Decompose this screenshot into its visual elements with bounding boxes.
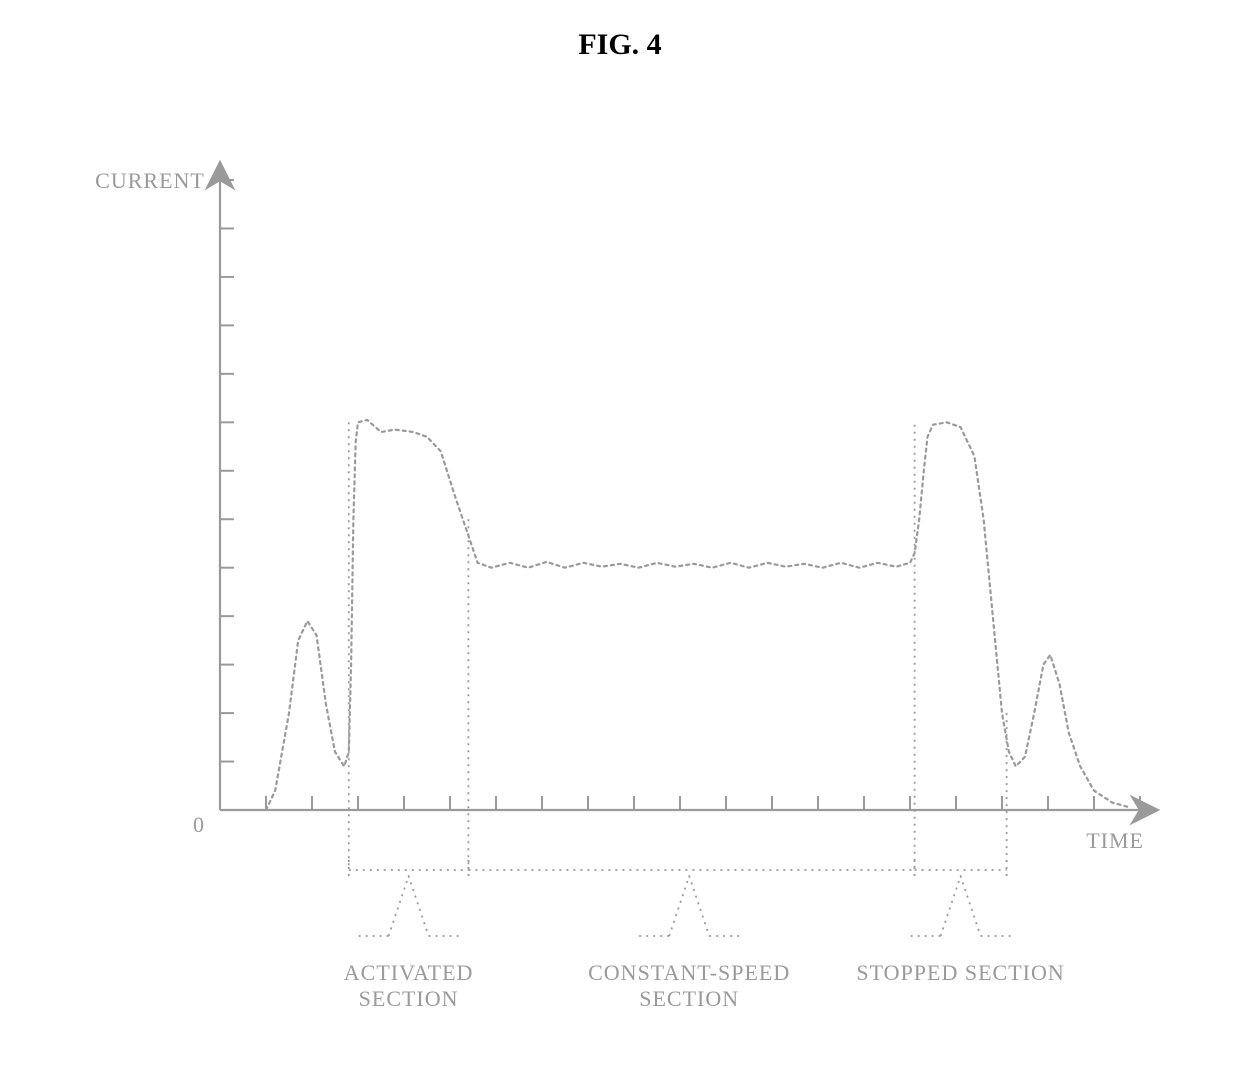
chart-container: 0CURRENTTIMEACTIVATEDSECTIONCONSTANT-SPE… [50, 100, 1190, 1060]
section-label: STOPPED SECTION [856, 960, 1064, 985]
section-leader-caret [669, 876, 709, 936]
section-leader-caret [389, 876, 429, 936]
origin-label: 0 [193, 812, 204, 837]
y-axis-label: CURRENT [95, 168, 205, 193]
section-label: ACTIVATED [344, 960, 474, 985]
x-axis-label: TIME [1086, 828, 1144, 853]
page: FIG. 4 0CURRENTTIMEACTIVATEDSECTIONCONST… [0, 0, 1240, 1081]
section-label: CONSTANT-SPEED [588, 960, 790, 985]
current-curve [266, 420, 1131, 810]
current-time-chart: 0CURRENTTIMEACTIVATEDSECTIONCONSTANT-SPE… [50, 100, 1190, 1060]
section-leader-caret [941, 876, 981, 936]
section-label: SECTION [639, 986, 739, 1011]
figure-title: FIG. 4 [0, 28, 1240, 62]
section-label: SECTION [359, 986, 459, 1011]
